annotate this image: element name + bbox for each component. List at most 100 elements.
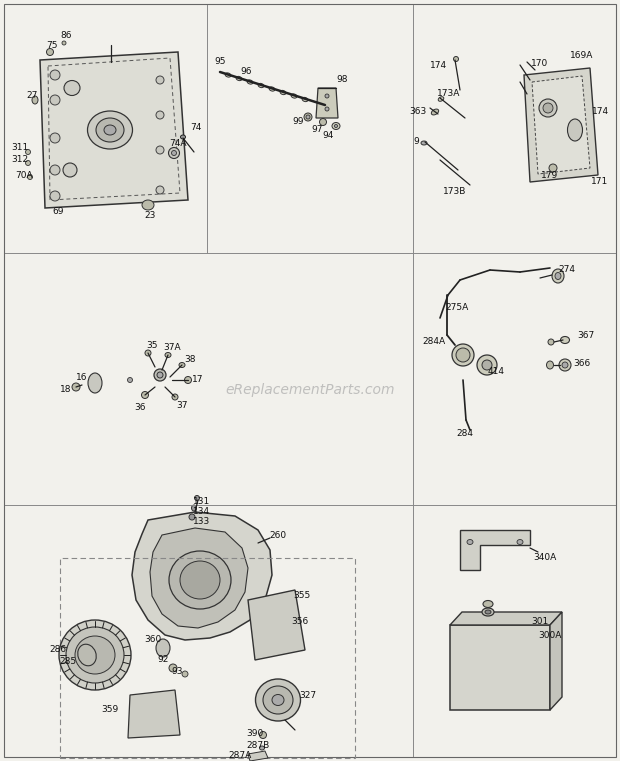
Ellipse shape xyxy=(335,125,337,128)
Polygon shape xyxy=(248,590,305,660)
Text: 355: 355 xyxy=(293,591,311,600)
Text: 340A: 340A xyxy=(533,552,557,562)
Text: 312: 312 xyxy=(11,155,29,164)
Text: 356: 356 xyxy=(291,617,309,626)
Ellipse shape xyxy=(432,109,439,115)
Ellipse shape xyxy=(185,377,192,384)
Text: 38: 38 xyxy=(184,355,196,364)
Text: 17: 17 xyxy=(192,375,204,384)
Text: 18: 18 xyxy=(60,384,72,393)
Text: 69: 69 xyxy=(52,208,64,216)
Text: 134: 134 xyxy=(193,507,211,515)
Ellipse shape xyxy=(555,272,561,279)
Ellipse shape xyxy=(549,164,557,172)
Polygon shape xyxy=(524,68,598,182)
Ellipse shape xyxy=(548,339,554,345)
Ellipse shape xyxy=(263,686,293,714)
Text: 300A: 300A xyxy=(538,631,562,639)
Text: 275A: 275A xyxy=(445,304,468,313)
Text: 75: 75 xyxy=(46,40,58,49)
Text: 98: 98 xyxy=(336,75,348,84)
Ellipse shape xyxy=(225,73,231,77)
Text: 327: 327 xyxy=(299,690,317,699)
Ellipse shape xyxy=(145,350,151,356)
Ellipse shape xyxy=(154,369,166,381)
Ellipse shape xyxy=(25,161,30,165)
Ellipse shape xyxy=(169,551,231,609)
Ellipse shape xyxy=(539,99,557,117)
Text: 260: 260 xyxy=(270,531,286,540)
Polygon shape xyxy=(460,530,530,570)
Text: 366: 366 xyxy=(574,358,591,368)
Ellipse shape xyxy=(180,135,185,139)
Text: 367: 367 xyxy=(577,330,595,339)
Ellipse shape xyxy=(63,163,77,177)
Ellipse shape xyxy=(280,91,286,94)
Ellipse shape xyxy=(258,84,264,88)
Ellipse shape xyxy=(141,391,149,399)
Ellipse shape xyxy=(467,540,473,545)
Text: 390: 390 xyxy=(246,728,264,737)
Text: 286: 286 xyxy=(50,645,66,654)
Text: 95: 95 xyxy=(215,58,226,66)
Text: 74A: 74A xyxy=(169,139,187,148)
Text: 23: 23 xyxy=(144,211,156,219)
Polygon shape xyxy=(550,612,562,710)
Ellipse shape xyxy=(452,344,474,366)
Bar xyxy=(60,558,355,758)
Text: 287B: 287B xyxy=(246,741,270,750)
Text: 96: 96 xyxy=(241,68,252,77)
Text: 94: 94 xyxy=(322,132,334,141)
Ellipse shape xyxy=(50,191,60,201)
Text: 97: 97 xyxy=(311,126,323,135)
Polygon shape xyxy=(450,612,562,625)
Text: 74: 74 xyxy=(190,123,202,132)
Ellipse shape xyxy=(46,49,53,56)
Ellipse shape xyxy=(482,360,492,370)
Polygon shape xyxy=(132,512,272,640)
Ellipse shape xyxy=(172,394,178,400)
Ellipse shape xyxy=(567,119,583,141)
Ellipse shape xyxy=(247,80,253,84)
Ellipse shape xyxy=(559,359,571,371)
Ellipse shape xyxy=(552,269,564,283)
Ellipse shape xyxy=(50,70,60,80)
Ellipse shape xyxy=(59,620,131,690)
Text: 169A: 169A xyxy=(570,50,594,59)
Polygon shape xyxy=(316,88,338,118)
Text: 174: 174 xyxy=(593,107,609,116)
Ellipse shape xyxy=(169,148,180,158)
Ellipse shape xyxy=(165,352,171,358)
Text: 86: 86 xyxy=(60,30,72,40)
Ellipse shape xyxy=(156,146,164,154)
Ellipse shape xyxy=(62,41,66,45)
Text: 359: 359 xyxy=(102,705,118,715)
Text: 179: 179 xyxy=(541,170,559,180)
Ellipse shape xyxy=(50,133,60,143)
Text: 174: 174 xyxy=(430,61,447,69)
Ellipse shape xyxy=(104,125,116,135)
Ellipse shape xyxy=(169,664,177,672)
Text: 360: 360 xyxy=(144,635,162,645)
Ellipse shape xyxy=(560,336,570,343)
Text: 311: 311 xyxy=(11,144,29,152)
Ellipse shape xyxy=(325,94,329,98)
Ellipse shape xyxy=(50,165,60,175)
Text: 287A: 287A xyxy=(228,752,252,760)
Ellipse shape xyxy=(156,186,164,194)
Polygon shape xyxy=(450,625,550,710)
Ellipse shape xyxy=(260,746,265,750)
Ellipse shape xyxy=(483,600,493,607)
Text: 274: 274 xyxy=(559,265,575,273)
Ellipse shape xyxy=(304,113,312,121)
Ellipse shape xyxy=(75,636,115,674)
Text: 301: 301 xyxy=(531,617,549,626)
Ellipse shape xyxy=(180,561,220,599)
Text: 363: 363 xyxy=(409,107,427,116)
Ellipse shape xyxy=(72,383,80,391)
Text: 37: 37 xyxy=(176,400,188,409)
Ellipse shape xyxy=(325,107,329,111)
Ellipse shape xyxy=(477,355,497,375)
Polygon shape xyxy=(532,76,590,174)
Text: 133: 133 xyxy=(193,517,211,527)
